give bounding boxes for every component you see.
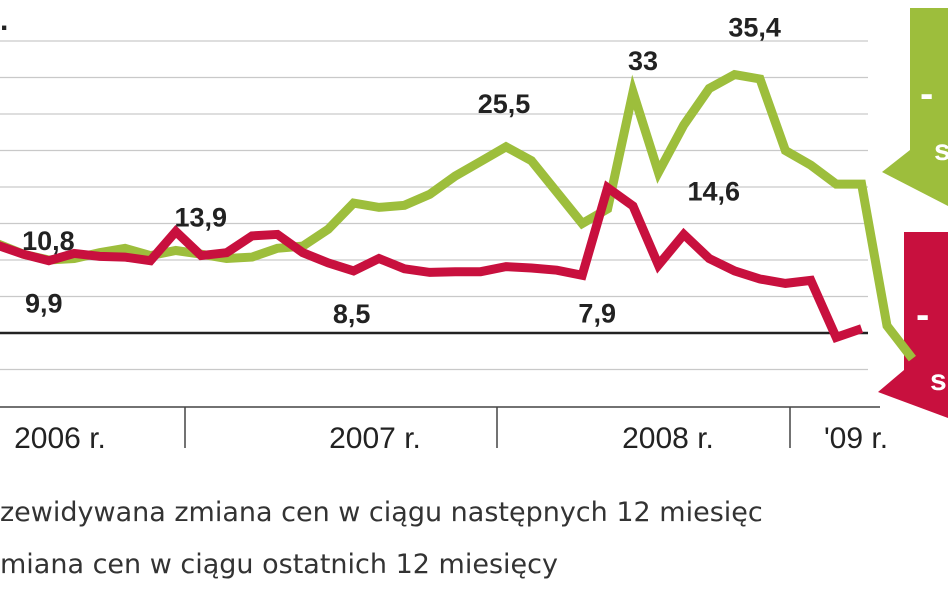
callout-arrow-red [878,232,948,418]
legend-label-actual: miana cen w ciągu ostatnich 12 miesięcy [0,549,558,580]
callout-red-text-bottom: s [930,364,947,397]
x-tick-label: 2008 r. [622,422,714,455]
legend-label-expected: zewidywana zmiana cen w ciągu następnych… [0,497,763,528]
legend-item-actual: miana cen w ciągu ostatnich 12 miesięcy [0,549,558,580]
series-line-expected [0,69,916,362]
data-label: 35,4 [728,13,781,43]
data-labels: 10,8 9,9 13,9 8,5 25,5 7,9 33 14,6 35,4 [22,13,781,329]
x-tick-label: '09 r. [824,422,888,455]
callout-red-text-top: - [916,293,929,337]
callout-green-text-bottom: s [934,134,948,167]
corner-text: . [0,4,8,37]
series-line-actual [0,180,864,344]
callout-arrows: - s - s [878,8,948,418]
x-axis [0,406,880,448]
data-label: 9,9 [25,289,63,319]
x-tick-label: 2007 r. [329,422,421,455]
data-label: 14,6 [688,176,741,206]
callout-green-text-top: - [920,72,933,116]
data-label: 7,9 [578,298,616,328]
data-label: 8,5 [333,299,371,329]
data-label: 33 [628,46,658,76]
x-tick-labels: 2006 r. 2007 r. 2008 r. '09 r. [14,422,888,455]
data-label: 13,9 [175,203,228,233]
x-tick-label: 2006 r. [14,422,106,455]
legend-item-expected: zewidywana zmiana cen w ciągu następnych… [0,497,763,528]
data-label: 10,8 [22,226,75,256]
callout-arrow-green [882,8,948,206]
chart: 2006 r. 2007 r. 2008 r. '09 r. - s - s 10,8… [0,4,948,455]
series-lines [0,69,916,362]
data-label: 25,5 [478,89,531,119]
